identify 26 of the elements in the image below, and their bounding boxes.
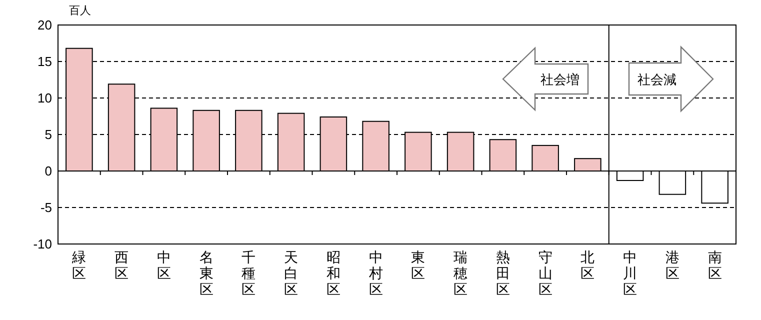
annotation: 社会減 xyxy=(638,72,676,87)
y-tick-label: 15 xyxy=(38,54,52,70)
x-tick-label: 北区 xyxy=(580,249,595,281)
x-tick-label: 守山区 xyxy=(538,249,552,297)
x-tick-label: 中川区 xyxy=(623,249,638,297)
y-tick-label: 0 xyxy=(44,164,52,179)
y-tick-label: -5 xyxy=(40,200,52,216)
x-tick-label: 西区 xyxy=(114,249,129,281)
x-tick-label: 東区 xyxy=(411,249,426,281)
y-tick-label: -10 xyxy=(33,236,52,252)
y-axis-title: 百人 xyxy=(69,5,91,17)
x-tick-label: 緑区 xyxy=(71,249,86,281)
x-tick-label: 名東区 xyxy=(199,249,214,297)
x-tick-label: 熱田区 xyxy=(496,249,510,297)
x-tick-label: 中区 xyxy=(156,249,171,281)
x-tick-label: 中村区 xyxy=(368,249,383,297)
x-tick-label: 港区 xyxy=(665,249,680,281)
annotation: 社会増 xyxy=(540,72,580,87)
y-tick-label: 10 xyxy=(38,90,52,106)
x-tick-label: 瑞穂区 xyxy=(454,249,468,297)
y-tick-label: 5 xyxy=(44,127,52,142)
x-tick-label: 南区 xyxy=(708,249,722,281)
x-tick-label: 昭和区 xyxy=(326,249,340,297)
x-tick-label: 天白区 xyxy=(284,249,298,297)
x-tick-label: 千種区 xyxy=(242,249,256,297)
y-tick-label: 20 xyxy=(38,18,52,33)
